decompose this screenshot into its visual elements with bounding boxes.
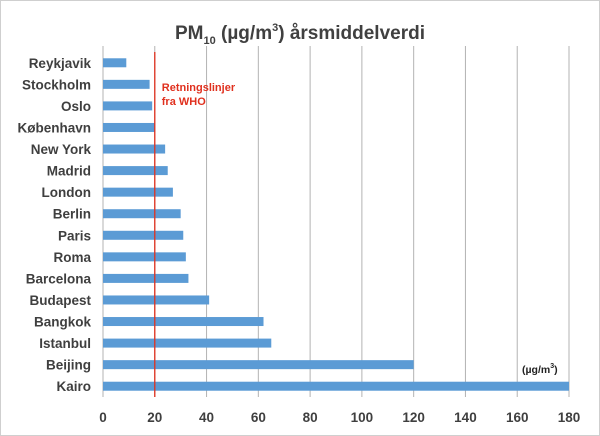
chart-title: PM10 (µg/m3) årsmiddelverdi (175, 22, 425, 47)
reference-line-group: Retningslinjer fra WHO (154, 52, 236, 397)
bar (103, 101, 153, 111)
bar (103, 230, 184, 240)
x-tick-label: 80 (303, 410, 318, 425)
category-label: Istanbul (39, 336, 91, 351)
category-labels: Reykjavik Stockholm Oslo København New York M… (17, 56, 91, 394)
x-tick-label: 160 (506, 410, 529, 425)
category-label: New York (31, 142, 92, 157)
unit-text: (µg/m (522, 364, 550, 376)
unit-label: (µg/m3) (522, 363, 558, 376)
gridlines (102, 46, 570, 397)
unit-close: ) (554, 364, 558, 376)
category-label: Barcelona (26, 271, 92, 286)
bar (103, 166, 168, 176)
title-subscript: 10 (204, 35, 216, 47)
x-tick-labels: 0 20 40 60 80 100 120 140 160 180 (99, 410, 580, 425)
who-annotation-line2: fra WHO (162, 96, 206, 108)
bars (103, 58, 569, 391)
category-label: Budapest (29, 293, 91, 308)
category-label: Bangkok (34, 315, 92, 330)
category-label: Stockholm (22, 77, 91, 92)
bar (103, 252, 186, 262)
title-rest: (µg/m (216, 23, 272, 44)
category-label: London (42, 185, 91, 200)
category-label: Beijing (46, 358, 91, 373)
bar (103, 187, 173, 197)
x-tick-label: 0 (99, 410, 107, 425)
x-tick-label: 60 (251, 410, 266, 425)
who-annotation-line1: Retningslinjer (162, 82, 236, 94)
category-label: København (17, 120, 91, 135)
category-label: Oslo (61, 99, 91, 114)
bar (103, 381, 569, 391)
bar (103, 79, 150, 89)
category-label: Reykjavik (29, 56, 92, 71)
title-main: PM (175, 23, 204, 44)
title-rest-end: ) årsmiddelverdi (278, 23, 425, 44)
bar (103, 295, 210, 305)
category-label: Roma (53, 250, 91, 265)
x-tick-label: 180 (558, 410, 581, 425)
bar (103, 122, 155, 132)
x-tick-label: 120 (402, 410, 425, 425)
bar (103, 360, 414, 370)
bar (103, 209, 181, 219)
x-tick-label: 100 (351, 410, 374, 425)
category-label: Madrid (47, 164, 91, 179)
bar (103, 144, 166, 154)
category-label: Berlin (53, 207, 91, 222)
title-superscript: 3 (272, 22, 278, 34)
bar (103, 58, 127, 68)
bar (103, 317, 264, 327)
x-tick-label: 20 (147, 410, 162, 425)
category-label: Paris (58, 228, 91, 243)
x-tick-label: 140 (454, 410, 477, 425)
category-label: Kairo (56, 379, 91, 394)
x-tick-label: 40 (199, 410, 214, 425)
bar (103, 273, 189, 283)
unit-superscript: 3 (550, 363, 554, 370)
bar (103, 338, 272, 348)
